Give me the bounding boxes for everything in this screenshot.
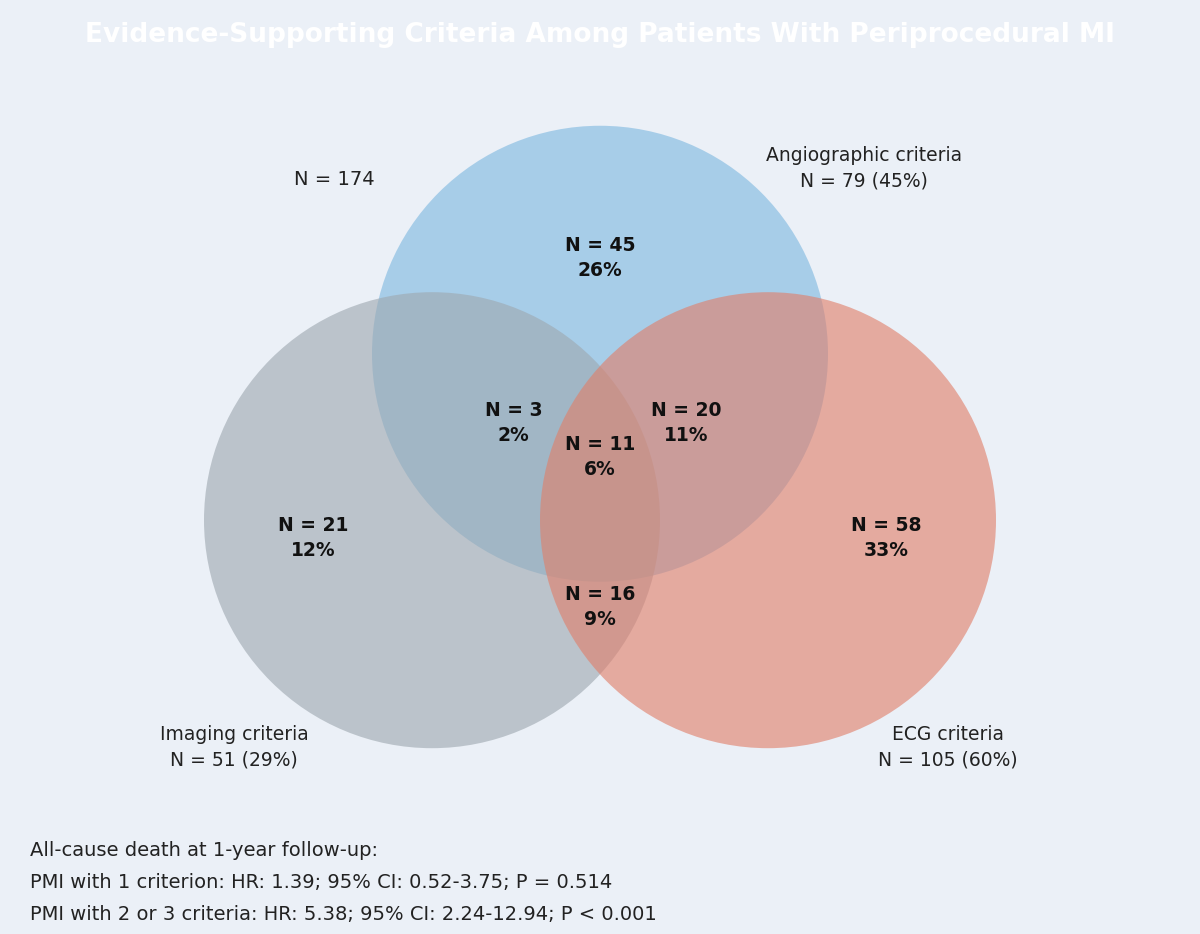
Text: N = 45
26%: N = 45 26% [565, 236, 635, 280]
Text: PMI with 1 criterion: HR: 1.39; 95% CI: 0.52-3.75; P = 0.514: PMI with 1 criterion: HR: 1.39; 95% CI: … [30, 873, 612, 892]
Text: N = 174: N = 174 [294, 170, 374, 190]
Text: N = 3
2%: N = 3 2% [485, 402, 542, 446]
Text: N = 58
33%: N = 58 33% [851, 517, 922, 560]
Text: N = 16
9%: N = 16 9% [565, 585, 635, 629]
Text: PMI with 2 or 3 criteria: HR: 5.38; 95% CI: 2.24-12.94; P < 0.001: PMI with 2 or 3 criteria: HR: 5.38; 95% … [30, 905, 656, 924]
Text: ECG criteria
N = 105 (60%): ECG criteria N = 105 (60%) [878, 725, 1018, 770]
Ellipse shape [372, 126, 828, 582]
Text: N = 21
12%: N = 21 12% [278, 517, 349, 560]
Text: N = 11
6%: N = 11 6% [565, 435, 635, 479]
Text: N = 20
11%: N = 20 11% [652, 402, 722, 446]
Text: Imaging criteria
N = 51 (29%): Imaging criteria N = 51 (29%) [160, 725, 308, 770]
Text: All-cause death at 1-year follow-up:: All-cause death at 1-year follow-up: [30, 841, 378, 859]
Ellipse shape [540, 292, 996, 748]
Text: Evidence-Supporting Criteria Among Patients With Periprocedural MI: Evidence-Supporting Criteria Among Patie… [85, 22, 1115, 48]
Text: Angiographic criteria
N = 79 (45%): Angiographic criteria N = 79 (45%) [766, 147, 962, 191]
Ellipse shape [204, 292, 660, 748]
